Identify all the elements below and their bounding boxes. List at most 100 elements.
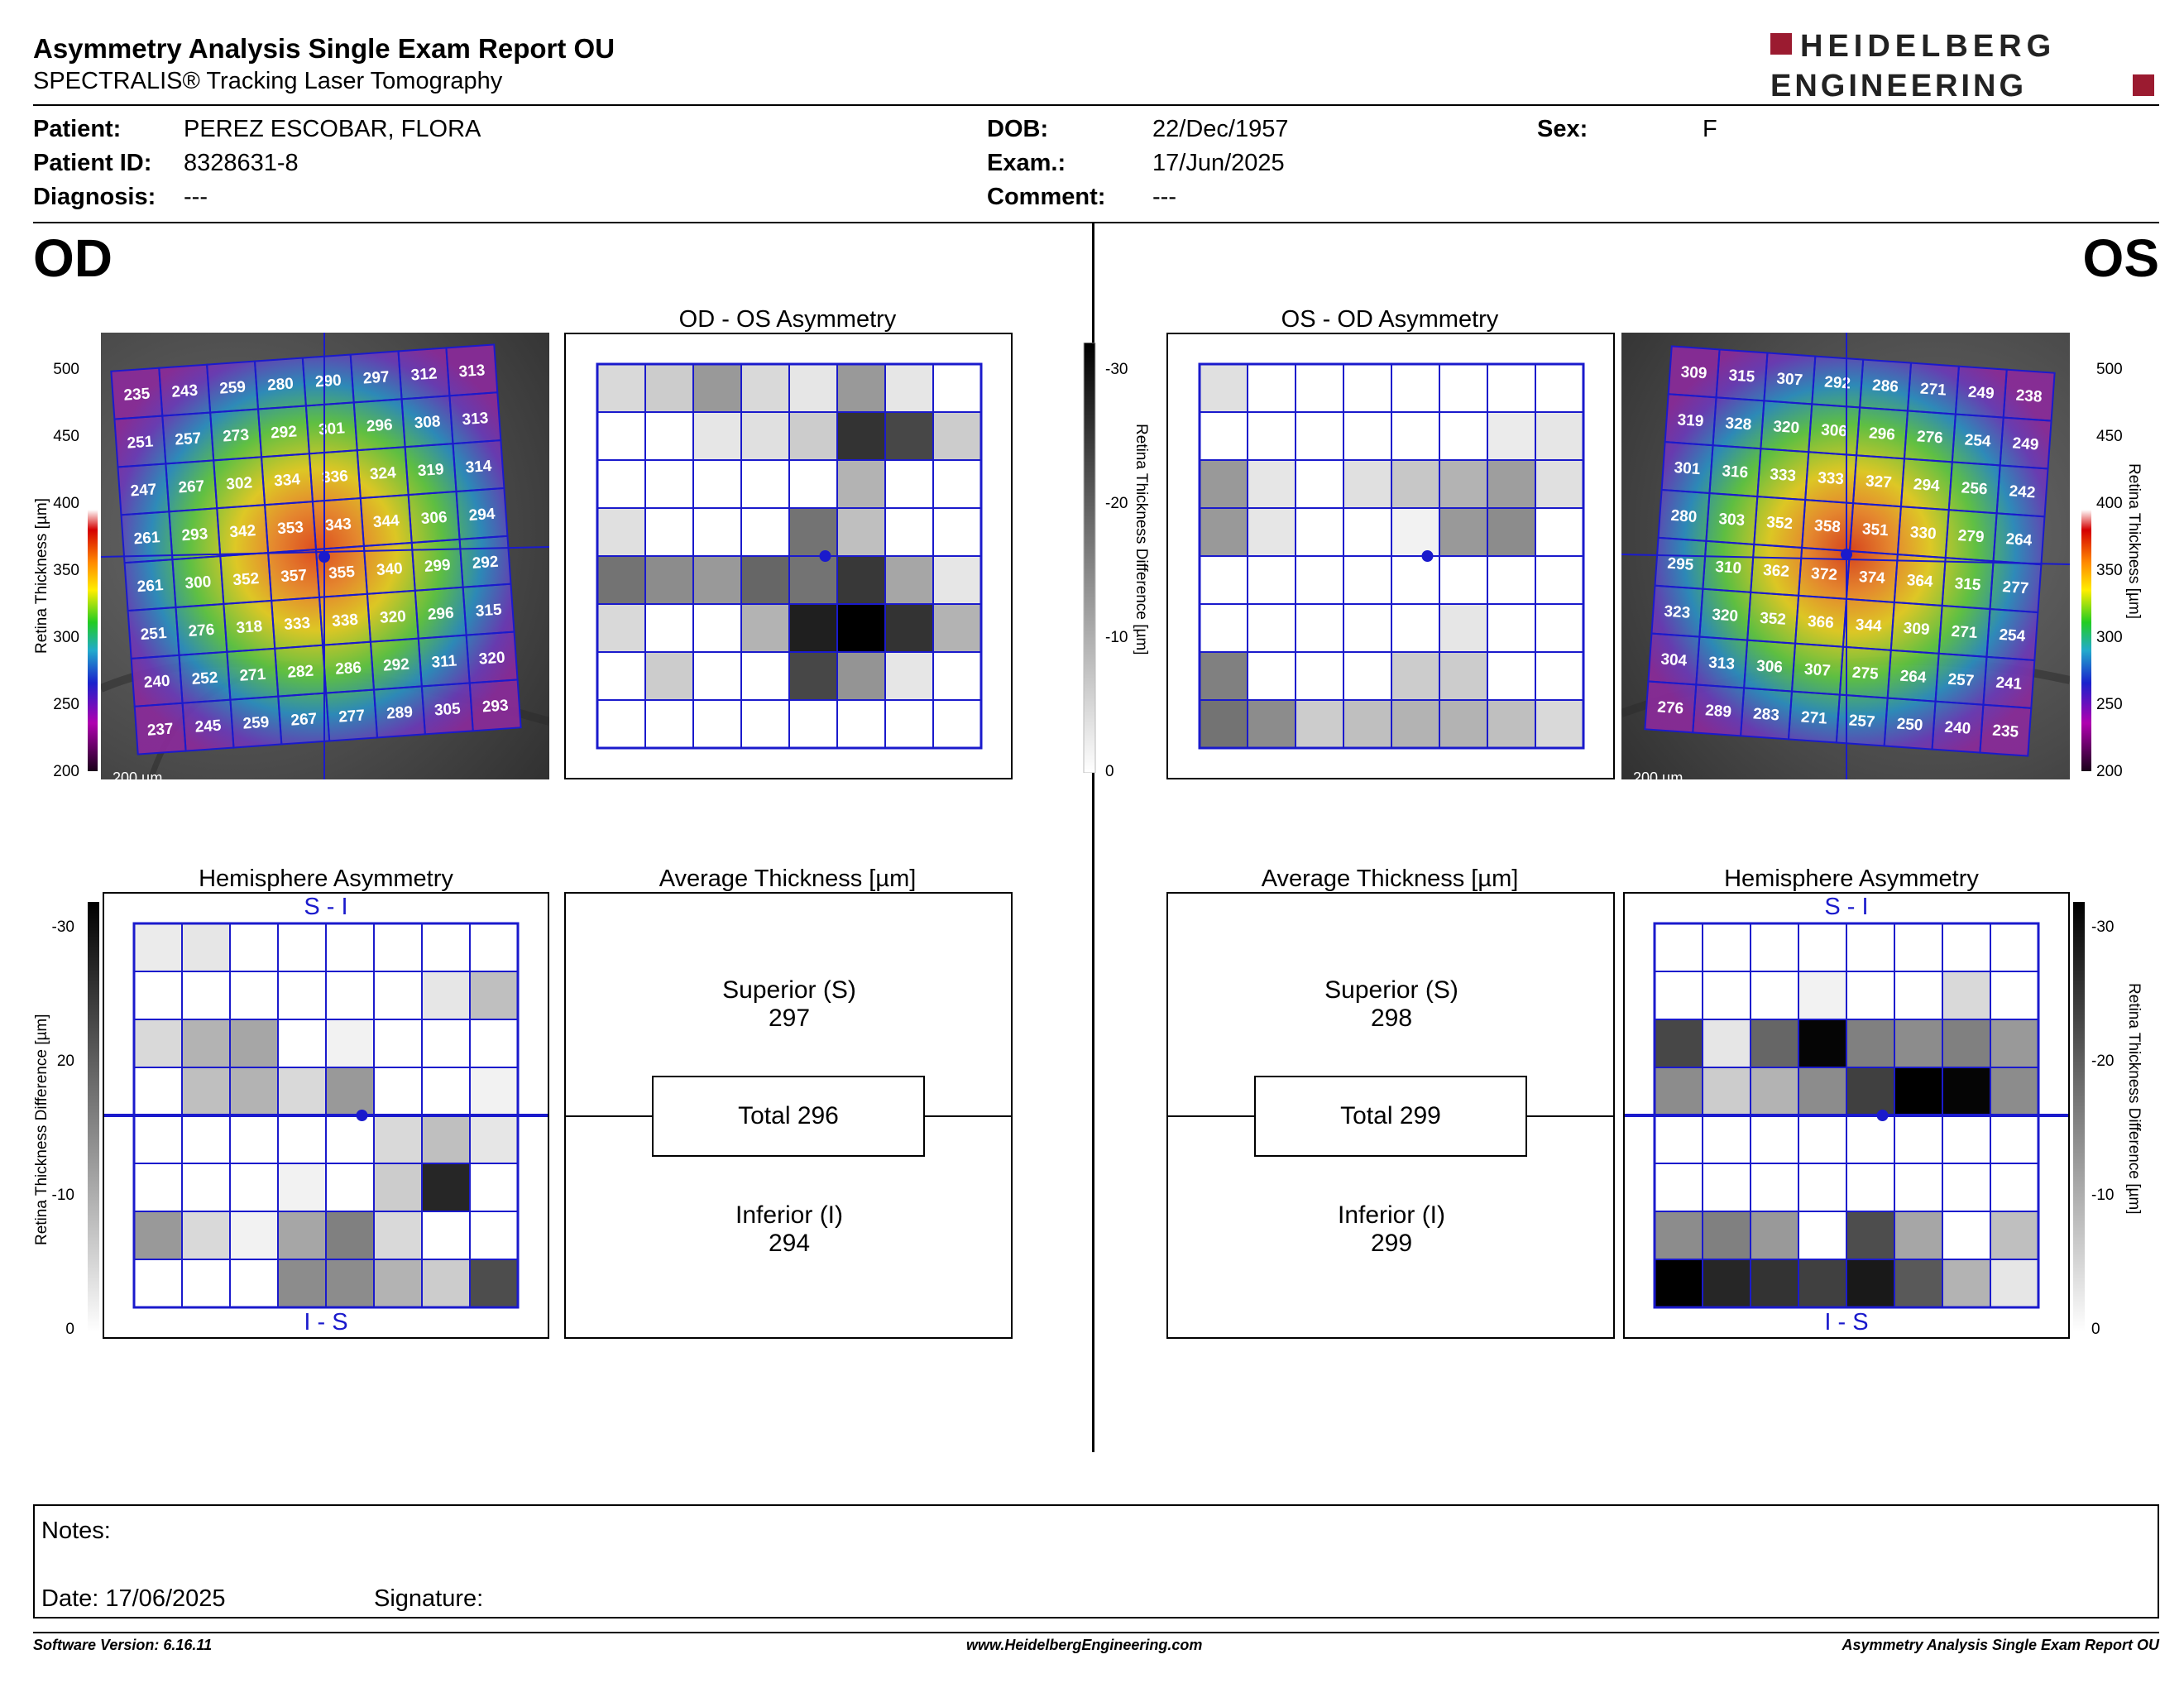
os-asym-cell [1391, 603, 1440, 653]
od-thickness-value: 340 [376, 560, 403, 579]
od-asym-cell [932, 411, 982, 461]
footer-report: Asymmetry Analysis Single Exam Report OU [1842, 1637, 2159, 1653]
os-hemi-cell [1798, 1067, 1847, 1116]
os-hemi-cell [1654, 1115, 1703, 1164]
od-asym-cell [884, 411, 934, 461]
date-label: Date: 17/06/2025 [41, 1585, 226, 1612]
exam-value: 17/Jun/2025 [1152, 150, 1285, 176]
od-asym-cell [596, 699, 646, 749]
os-asym-cell [1199, 411, 1248, 461]
od-thickness-value: 245 [194, 717, 223, 736]
od-thickness-value: 308 [414, 413, 441, 432]
center-diff-scale [1083, 343, 1096, 773]
od-asym-cell [692, 411, 742, 461]
od-thickness-value: 235 [123, 386, 151, 405]
os-asym-cell [1439, 603, 1488, 653]
os-hemi-cell [1894, 1115, 1943, 1164]
os-asym-cell [1535, 651, 1584, 701]
os-asym-cell [1439, 363, 1488, 413]
os-hemi-cell [1942, 1211, 1991, 1260]
os-hemi-cell [1750, 1259, 1799, 1308]
diagnosis-value: --- [184, 184, 208, 210]
od-thickness-value: 333 [284, 615, 311, 634]
od-hemi-cell [469, 1259, 519, 1308]
os-hemi-panel: S - I I - S [1623, 892, 2070, 1339]
os-thickness-value: 292 [1824, 373, 1851, 392]
od-hemi-tick: 20 [56, 1053, 74, 1070]
os-asym-cell [1295, 459, 1344, 509]
os-asym-border [1198, 362, 1585, 750]
od-asym-cell [836, 699, 886, 749]
notes-box[interactable]: Notes: Date: 17/06/2025 Signature: [33, 1504, 2159, 1618]
od-hemi-tick: -30 [51, 918, 74, 936]
os-thickness-value: 254 [1999, 626, 2027, 645]
os-hemi-cell [1750, 971, 1799, 1020]
os-thickness-value: 316 [1722, 463, 1749, 482]
od-hemi-cell [133, 1211, 183, 1260]
od-thickness-tick: 450 [53, 428, 79, 445]
os-thickness-value: 310 [1715, 559, 1742, 578]
os-asym-cell [1199, 555, 1248, 605]
os-hemi-cell [1942, 1019, 1991, 1068]
od-scale-bar: 200 µm [113, 770, 163, 779]
os-hemi-cell [1798, 1259, 1847, 1308]
od-thickness-map: 235 243 259 280 290 297 312 313 251 257 273 292 301 2… [101, 333, 549, 779]
od-asym-cell [740, 699, 790, 749]
center-diff-tick: 0 [1105, 763, 1114, 780]
od-asym-cell [644, 651, 694, 701]
os-asym-cell [1247, 699, 1296, 749]
os-hemi-cell [1942, 1163, 1991, 1212]
os-asym-cell [1295, 507, 1344, 557]
od-hemi-cell [133, 1019, 183, 1068]
od-asym-cell [932, 363, 982, 413]
os-asym-cell [1295, 411, 1344, 461]
os-asym-cell [1439, 411, 1488, 461]
footer-website[interactable]: www.HeidelbergEngineering.com [966, 1637, 1203, 1653]
od-asym-cell [932, 699, 982, 749]
od-thickness-axis-label: Retina Thickness [µm] [33, 498, 50, 654]
os-asym-cell [1535, 363, 1584, 413]
od-asym-cell [596, 459, 646, 509]
os-inferior-value: 299 [1370, 1230, 1413, 1257]
os-hemi-cell [1798, 1163, 1847, 1212]
od-thickness-value: 277 [338, 707, 366, 726]
os-asym-cell [1439, 459, 1488, 509]
os-hemi-cell [1846, 971, 1895, 1020]
os-hemi-tick: -30 [2091, 918, 2115, 936]
os-thickness-value: 358 [1813, 517, 1841, 536]
os-hemi-cell [1894, 1259, 1943, 1308]
os-thickness-value: 304 [1660, 650, 1688, 669]
os-thickness-value: 306 [1755, 657, 1783, 676]
od-hemi-panel: S - I I - S [103, 892, 549, 1339]
os-asym-cell [1487, 603, 1536, 653]
od-thickness-value: 306 [420, 509, 448, 528]
od-hemi-cell [325, 1211, 375, 1260]
os-hemi-cell [1798, 923, 1847, 972]
comment-value: --- [1152, 184, 1176, 210]
dob-label: DOB: [987, 116, 1049, 142]
od-thickness-value: 293 [181, 525, 208, 544]
os-asym-cell [1391, 459, 1440, 509]
os-asym-cell [1391, 411, 1440, 461]
od-hemi-cell [469, 1067, 519, 1116]
os-inferior-label: Inferior (I) [1337, 1201, 1446, 1229]
os-hemi-cell [1750, 1019, 1799, 1068]
os-hemi-cell [1990, 1211, 2039, 1260]
od-thickness-value: 292 [382, 655, 410, 674]
od-thickness-fovea-marker [318, 551, 330, 563]
od-hemi-top-label: S - I [304, 894, 348, 920]
od-thickness-value: 297 [362, 368, 390, 387]
od-hemi-cell [229, 1259, 279, 1308]
od-hemi-cell [325, 1259, 375, 1308]
od-hemi-cell [373, 1115, 423, 1164]
od-asym-cell [596, 411, 646, 461]
os-thickness-value: 241 [1995, 674, 2024, 693]
od-thickness-value: 338 [332, 611, 359, 631]
od-asym-cell [788, 699, 838, 749]
os-asym-cell [1439, 699, 1488, 749]
od-thickness-value: 319 [417, 461, 444, 480]
od-thickness-value: 355 [328, 563, 357, 583]
os-thickness-value: 240 [1944, 719, 1971, 738]
os-hemi-cell [1654, 923, 1703, 972]
os-hemi-cell [1654, 971, 1703, 1020]
